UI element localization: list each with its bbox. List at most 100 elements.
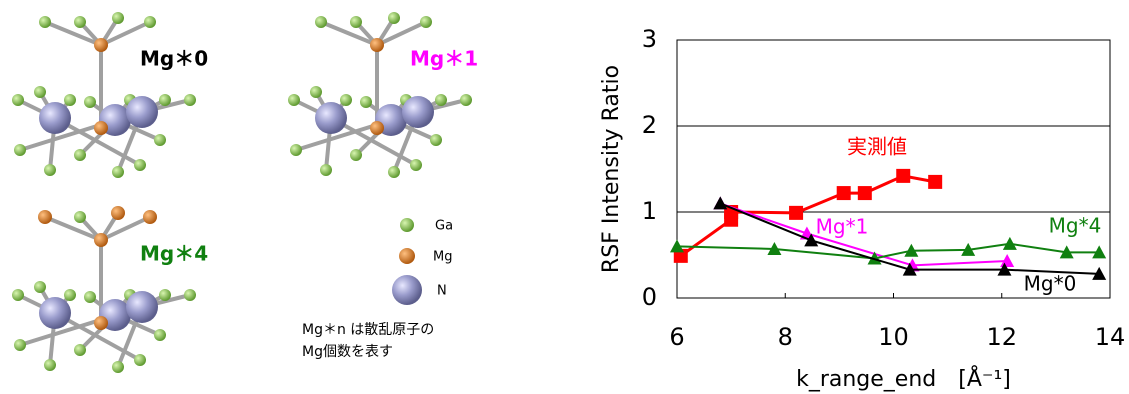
canvas: Mg＊0 Mg＊1 Mg＊4 Ga Mg N Mg＊n は散乱原子の Mg個数を… — [0, 0, 1129, 394]
legend-ga — [400, 218, 414, 232]
legend-text: Ga — [435, 219, 453, 234]
n-atom — [402, 96, 434, 128]
n-atom — [39, 102, 71, 134]
legend-n — [392, 275, 422, 305]
ga-atom — [44, 359, 56, 371]
mg-atom — [370, 38, 384, 52]
series-label: 実測値 — [847, 135, 907, 159]
structure-label: Mg＊4 — [140, 242, 208, 266]
ga-atom — [310, 86, 322, 98]
mg-atom — [143, 210, 157, 224]
ga-atom — [64, 289, 76, 301]
series-label: Mg*4 — [1049, 214, 1102, 238]
structure-label: Mg＊0 — [140, 47, 208, 71]
ga-atom — [12, 94, 24, 106]
x-tick-label: 14 — [1095, 323, 1126, 351]
ga-atom — [144, 16, 156, 28]
ga-atom — [74, 344, 86, 356]
series-label: Mg*0 — [1024, 272, 1077, 296]
y-tick-label: 1 — [642, 197, 657, 225]
series-line — [677, 244, 1099, 259]
marker — [1003, 237, 1017, 250]
ga-atom — [159, 289, 171, 301]
marker — [858, 186, 872, 200]
ga-atom — [430, 134, 442, 146]
y-tick-label: 0 — [642, 283, 657, 311]
mg-atom — [94, 121, 108, 135]
ga-atom — [460, 94, 472, 106]
ga-atom — [350, 16, 362, 28]
note: Mg個数を表す — [302, 344, 393, 360]
mg-atom — [38, 210, 52, 224]
ga-atom — [74, 16, 86, 28]
ga-atom — [84, 96, 96, 108]
ga-atom — [134, 354, 146, 366]
ga-atom — [159, 94, 171, 106]
structures — [12, 12, 472, 373]
ga-atom — [154, 329, 166, 341]
ga-atom — [420, 16, 432, 28]
x-axis-title: k_range_end [Å⁻¹] — [796, 365, 1011, 392]
ga-atom — [64, 94, 76, 106]
structure-label: Mg＊1 — [410, 47, 478, 71]
ga-atom — [184, 94, 196, 106]
mg-atom — [94, 316, 108, 330]
marker — [928, 175, 942, 189]
note: Mg＊n は散乱原子の — [302, 322, 434, 338]
ga-atom — [84, 291, 96, 303]
ga-atom — [435, 94, 447, 106]
structure — [12, 206, 196, 373]
marker — [837, 186, 851, 200]
x-tick-label: 12 — [986, 323, 1017, 351]
ga-atom — [320, 164, 332, 176]
y-tick-label: 3 — [642, 25, 657, 53]
ga-atom — [388, 166, 400, 178]
legend-text: N — [437, 284, 447, 299]
ga-atom — [315, 16, 327, 28]
ga-atom — [340, 94, 352, 106]
ga-atom — [34, 281, 46, 293]
x-tick-label: 8 — [778, 323, 793, 351]
mg-atom — [111, 206, 125, 220]
legend-text: Mg — [433, 250, 452, 265]
n-atom — [39, 297, 71, 329]
ga-atom — [154, 134, 166, 146]
ga-atom — [410, 159, 422, 171]
ga-atom — [288, 94, 300, 106]
marker — [789, 206, 803, 220]
ga-atom — [39, 16, 51, 28]
ga-atom — [14, 144, 26, 156]
marker — [713, 196, 727, 209]
ga-atom — [134, 159, 146, 171]
ga-atom — [112, 12, 124, 24]
figure: Mg＊0 Mg＊1 Mg＊4 Ga Mg N Mg＊n は散乱原子の Mg個数を… — [0, 0, 1129, 394]
mg-atom — [94, 233, 108, 247]
ga-atom — [112, 361, 124, 373]
ga-atom — [112, 166, 124, 178]
ga-atom — [12, 289, 24, 301]
n-atom — [126, 96, 158, 128]
marker — [896, 169, 910, 183]
n-atom — [315, 102, 347, 134]
y-axis-title: RSF Intensity Ratio — [599, 65, 624, 273]
ga-atom — [184, 289, 196, 301]
mg-atom — [94, 38, 108, 52]
x-tick-label: 6 — [669, 323, 684, 351]
ga-atom — [44, 164, 56, 176]
ga-atom — [360, 96, 372, 108]
legend-mg — [399, 248, 415, 264]
ga-atom — [74, 211, 86, 223]
n-atom — [126, 291, 158, 323]
ga-atom — [34, 86, 46, 98]
ga-atom — [388, 12, 400, 24]
y-tick-label: 2 — [642, 111, 657, 139]
ga-atom — [350, 149, 362, 161]
ga-atom — [290, 144, 302, 156]
x-tick-label: 10 — [878, 323, 909, 351]
ga-atom — [14, 339, 26, 351]
structure — [12, 12, 196, 178]
structure — [288, 12, 472, 178]
series-label: Mg*1 — [816, 215, 869, 239]
ga-atom — [74, 149, 86, 161]
